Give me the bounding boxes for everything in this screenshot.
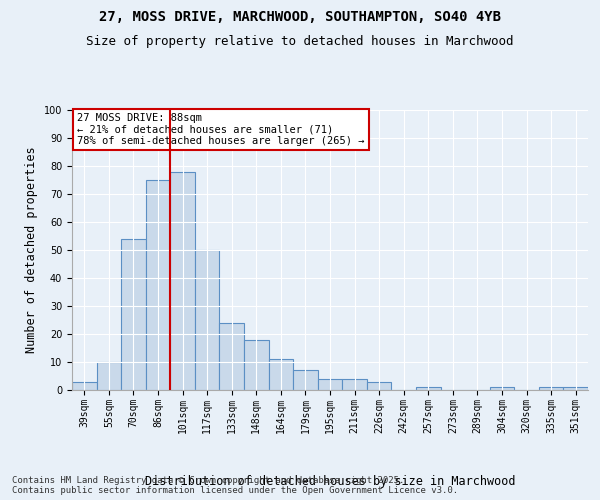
Bar [293, 370, 318, 390]
Bar [318, 379, 342, 390]
Bar [490, 387, 514, 390]
Bar [416, 387, 440, 390]
Bar [563, 387, 588, 390]
Bar [170, 172, 195, 390]
Text: Contains HM Land Registry data © Crown copyright and database right 2025.
Contai: Contains HM Land Registry data © Crown c… [12, 476, 458, 495]
Bar [244, 340, 269, 390]
Bar [146, 180, 170, 390]
Bar [539, 387, 563, 390]
Bar [121, 239, 146, 390]
Bar [220, 323, 244, 390]
Text: Size of property relative to detached houses in Marchwood: Size of property relative to detached ho… [86, 35, 514, 48]
Bar [269, 359, 293, 390]
Bar [72, 382, 97, 390]
Bar [342, 379, 367, 390]
X-axis label: Distribution of detached houses by size in Marchwood: Distribution of detached houses by size … [145, 474, 515, 488]
Text: 27, MOSS DRIVE, MARCHWOOD, SOUTHAMPTON, SO40 4YB: 27, MOSS DRIVE, MARCHWOOD, SOUTHAMPTON, … [99, 10, 501, 24]
Text: 27 MOSS DRIVE: 88sqm
← 21% of detached houses are smaller (71)
78% of semi-detac: 27 MOSS DRIVE: 88sqm ← 21% of detached h… [77, 113, 365, 146]
Bar [195, 250, 220, 390]
Bar [97, 362, 121, 390]
Y-axis label: Number of detached properties: Number of detached properties [25, 146, 38, 354]
Bar [367, 382, 391, 390]
